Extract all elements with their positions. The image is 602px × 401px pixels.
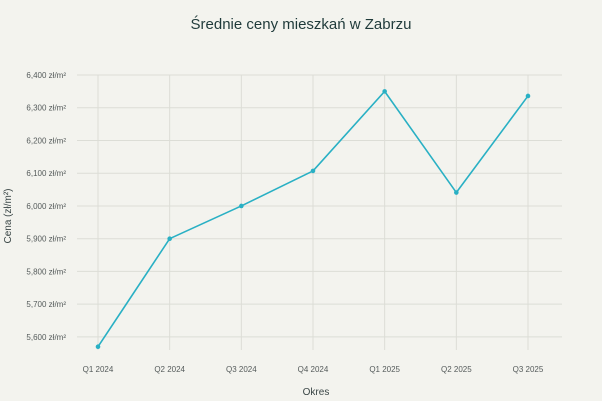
- x-axis-ticks: Q1 2024 Q2 2024 Q3 2024 Q4 2024 Q1 2025 Q2 20…: [83, 365, 544, 374]
- x-axis-label: Okres: [303, 387, 330, 398]
- y-axis-ticks: 5,600 zł/m² 5,700 zł/m² 5,800 zł/m² 5,900 z…: [26, 71, 66, 342]
- series: [95, 89, 531, 350]
- y-tick-label: 5,700 zł/m²: [26, 300, 66, 309]
- x-tick-label: Q4 2024: [298, 365, 329, 374]
- y-tick-label: 6,100 zł/m²: [26, 169, 66, 178]
- data-point: [525, 93, 531, 99]
- data-point: [454, 190, 459, 195]
- data-point: [239, 203, 244, 209]
- y-tick-label: 5,600 zł/m²: [26, 333, 66, 342]
- y-axis-label: Cena (zł/m²): [3, 188, 14, 243]
- y-tick-label: 6,400 zł/m²: [26, 71, 66, 80]
- y-tick-label: 6,300 zł/m²: [26, 104, 66, 113]
- x-tick-label: Q2 2025: [441, 365, 472, 374]
- x-tick-label: Q3 2025: [513, 365, 544, 374]
- data-point: [167, 236, 172, 241]
- y-tick-label: 6,000 zł/m²: [26, 202, 66, 211]
- data-point: [95, 344, 101, 350]
- x-tick-label: Q2 2024: [154, 365, 185, 374]
- x-tick-label: Q1 2024: [83, 365, 114, 374]
- x-tick-label: Q1 2025: [369, 365, 400, 374]
- y-tick-label: 6,200 zł/m²: [26, 136, 66, 145]
- grid: [77, 74, 562, 350]
- data-point: [382, 89, 387, 94]
- y-tick-label: 5,900 zł/m²: [26, 235, 66, 244]
- data-point: [310, 168, 316, 174]
- x-tick-label: Q3 2024: [226, 365, 257, 374]
- chart-title: Średnie ceny mieszkań w Zabrzu: [191, 15, 412, 33]
- y-tick-label: 5,800 zł/m²: [26, 267, 66, 276]
